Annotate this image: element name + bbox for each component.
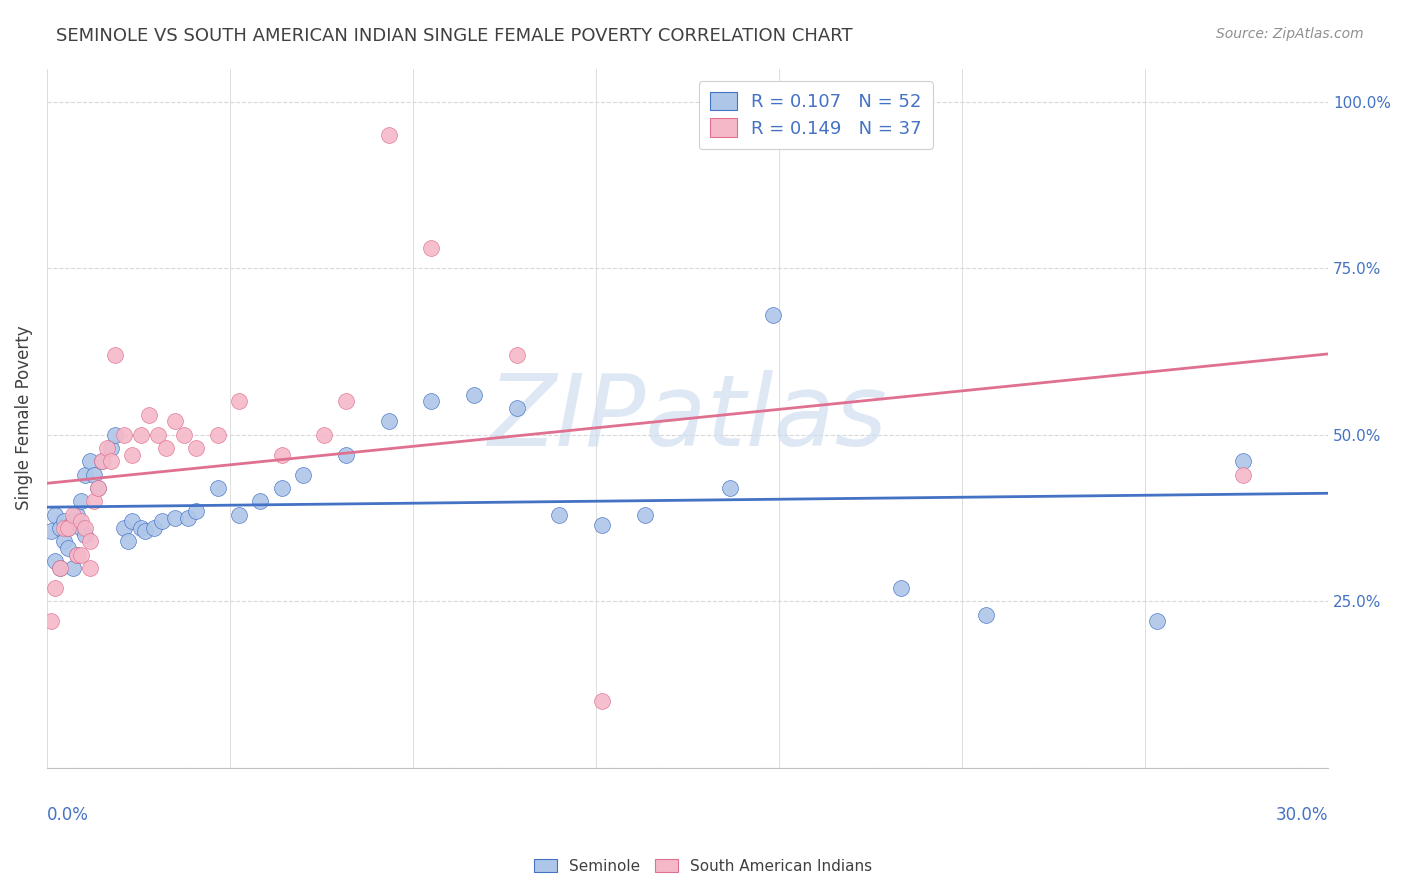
Point (70, 521, 93, 535)
Point (48, 561, 70, 575)
Point (548, 508, 571, 522)
Point (155, 441, 177, 455)
Point (70, 548, 93, 562)
Text: 0.0%: 0.0% (46, 806, 89, 824)
Point (228, 508, 250, 522)
Point (83, 494, 105, 508)
Point (100, 454, 122, 468)
Point (138, 408, 160, 422)
Text: 30.0%: 30.0% (1275, 806, 1329, 824)
Point (62, 561, 84, 575)
Point (762, 308, 785, 322)
Point (186, 504, 208, 518)
Point (121, 514, 143, 528)
Point (163, 511, 186, 525)
Point (292, 467, 315, 482)
Point (100, 441, 122, 455)
Point (1146, 614, 1168, 628)
Point (249, 494, 271, 508)
Point (177, 511, 200, 525)
Point (58, 521, 80, 535)
Point (44, 508, 66, 522)
Point (66, 508, 89, 522)
Point (377, 128, 399, 142)
Point (591, 517, 613, 532)
Point (44, 554, 66, 568)
Point (91, 454, 114, 468)
Point (52, 521, 75, 535)
Point (146, 427, 169, 442)
Point (70, 494, 93, 508)
Point (96, 441, 118, 455)
Text: Source: ZipAtlas.com: Source: ZipAtlas.com (1216, 27, 1364, 41)
Point (505, 401, 527, 416)
Point (121, 448, 143, 462)
Point (70, 514, 93, 528)
Legend: R = 0.107   N = 52, R = 0.149   N = 37: R = 0.107 N = 52, R = 0.149 N = 37 (699, 81, 932, 149)
Point (87, 481, 110, 495)
Point (270, 448, 292, 462)
Point (112, 521, 135, 535)
Point (104, 348, 127, 362)
Point (718, 481, 741, 495)
Point (52, 514, 75, 528)
Point (228, 394, 250, 409)
Point (163, 414, 186, 428)
Point (104, 427, 127, 442)
Point (66, 548, 89, 562)
Point (87, 481, 110, 495)
Point (117, 534, 139, 549)
Point (173, 427, 195, 442)
Point (634, 508, 657, 522)
Point (48, 521, 70, 535)
Point (79, 534, 101, 549)
Point (39, 524, 62, 539)
Point (976, 607, 998, 622)
Point (142, 521, 165, 535)
Point (129, 521, 152, 535)
Point (134, 524, 156, 539)
Point (48, 561, 70, 575)
Point (75, 521, 97, 535)
Point (75, 527, 97, 541)
Point (335, 394, 357, 409)
Point (75, 467, 97, 482)
Point (79, 454, 101, 468)
Point (890, 581, 912, 595)
Point (591, 694, 613, 708)
Point (186, 441, 208, 455)
Point (1232, 454, 1254, 468)
Point (44, 581, 66, 595)
Point (1232, 467, 1254, 482)
Y-axis label: Single Female Poverty: Single Female Poverty (15, 326, 32, 510)
Legend: Seminole, South American Indians: Seminole, South American Indians (527, 853, 879, 880)
Text: ZIPatlas: ZIPatlas (488, 369, 887, 467)
Point (207, 427, 229, 442)
Point (335, 448, 357, 462)
Point (270, 481, 292, 495)
Point (377, 414, 399, 428)
Point (79, 561, 101, 575)
Point (505, 348, 527, 362)
Point (150, 514, 173, 528)
Text: SEMINOLE VS SOUTH AMERICAN INDIAN SINGLE FEMALE POVERTY CORRELATION CHART: SEMINOLE VS SOUTH AMERICAN INDIAN SINGLE… (56, 27, 853, 45)
Point (207, 481, 229, 495)
Point (420, 241, 443, 255)
Point (314, 427, 336, 442)
Point (62, 514, 84, 528)
Point (420, 394, 443, 409)
Point (112, 427, 135, 442)
Point (129, 427, 152, 442)
Point (58, 541, 80, 555)
Point (91, 454, 114, 468)
Point (463, 388, 485, 402)
Point (62, 508, 84, 522)
Point (58, 521, 80, 535)
Point (83, 467, 105, 482)
Point (39, 614, 62, 628)
Point (66, 548, 89, 562)
Point (52, 534, 75, 549)
